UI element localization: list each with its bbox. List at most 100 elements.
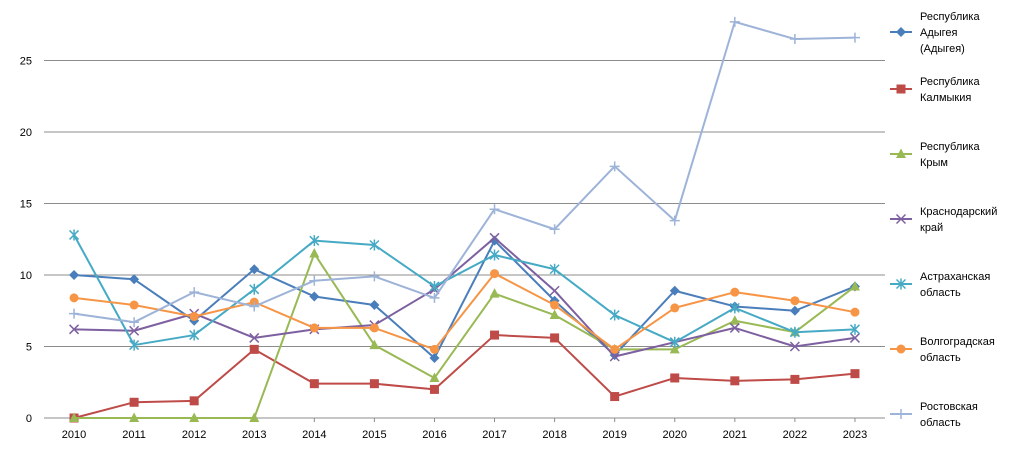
legend-label: Республика Калмыкия — [920, 76, 980, 104]
data-point — [189, 412, 200, 422]
legend-label-line: край — [920, 222, 943, 234]
data-point — [849, 323, 860, 335]
data-point — [789, 341, 800, 352]
legend-item: Республика Калмыкия — [890, 76, 980, 104]
data-point — [789, 34, 800, 45]
x-tick-label: 2010 — [62, 429, 86, 441]
legend-item: Республика Адыгея (Адыгея) — [890, 11, 980, 55]
data-point — [610, 344, 620, 354]
data-point — [69, 308, 80, 319]
data-point — [789, 326, 800, 338]
legend-label-line: Адыгея — [920, 27, 958, 39]
data-point — [309, 323, 319, 333]
data-point — [850, 307, 860, 317]
data-point — [849, 280, 860, 291]
legend-label-line: Астраханская — [920, 271, 990, 283]
x-tick-label: 2011 — [122, 429, 146, 441]
legend-label-line: Ростовская — [920, 401, 978, 413]
data-point — [129, 300, 139, 310]
data-point — [609, 351, 620, 362]
series-3 — [69, 248, 860, 422]
x-tick-label: 2023 — [843, 429, 867, 441]
y-tick-label: 15 — [20, 199, 32, 211]
data-point — [429, 280, 440, 292]
legend-item: Республика Крым — [890, 141, 980, 169]
x-tick-label: 2016 — [422, 429, 446, 441]
legend-marker — [896, 409, 906, 419]
legend-item: Ростовская область — [890, 401, 978, 429]
data-point — [189, 396, 199, 406]
data-point — [669, 343, 680, 354]
data-point — [549, 224, 560, 235]
y-axis: 0 5 10 15 20 25 — [20, 56, 32, 426]
data-point — [129, 317, 140, 328]
data-point — [309, 235, 320, 247]
y-tick-label: 25 — [20, 56, 32, 68]
data-point — [790, 374, 800, 384]
data-point — [189, 311, 199, 321]
data-point — [729, 322, 740, 333]
data-point — [189, 287, 200, 298]
data-point — [369, 300, 380, 311]
data-point — [669, 285, 680, 296]
data-point — [730, 376, 740, 386]
data-point — [610, 392, 620, 402]
legend-label-line: Краснодарский — [920, 206, 997, 218]
legend-marker — [896, 344, 906, 354]
data-point — [429, 352, 440, 363]
legend-label-line: область — [920, 287, 961, 299]
series-line — [74, 236, 856, 358]
data-point — [549, 285, 560, 296]
data-point — [730, 287, 740, 297]
legend-label: Республика Адыгея (Адыгея) — [920, 11, 980, 55]
series-line — [73, 234, 856, 347]
data-point — [850, 369, 860, 379]
data-point — [129, 412, 140, 422]
x-tick-label: 2017 — [482, 429, 506, 441]
data-point — [729, 16, 740, 27]
y-tick-label: 0 — [26, 413, 32, 425]
legend-label: Ростовская область — [920, 401, 978, 429]
data-point — [189, 329, 200, 341]
gridlines — [44, 60, 885, 347]
data-point — [129, 325, 140, 336]
data-point — [69, 270, 80, 280]
data-point — [369, 239, 380, 251]
series-7 — [69, 16, 860, 328]
legend-marker — [896, 84, 906, 94]
x-tick-label: 2022 — [783, 429, 807, 441]
legend-label: Астраханская область — [920, 271, 990, 299]
legend-label: Краснодарский край — [920, 206, 997, 234]
x-tick-label: 2018 — [542, 429, 566, 441]
legend-marker — [896, 27, 906, 37]
series-line — [73, 334, 856, 419]
x-tick-label: 2021 — [723, 429, 747, 441]
data-point — [369, 323, 379, 333]
data-point — [849, 332, 860, 343]
data-point — [849, 32, 860, 43]
data-point — [549, 309, 560, 320]
data-point — [249, 344, 259, 354]
data-point — [129, 397, 139, 407]
legend-marker — [896, 148, 906, 158]
data-point — [550, 300, 560, 310]
data-point — [549, 263, 560, 275]
plot-area — [69, 16, 860, 423]
data-point — [69, 293, 79, 303]
legend-label-line: Калмыкия — [920, 92, 971, 104]
x-tick-label: 2020 — [663, 429, 687, 441]
legend-label-line: область — [920, 352, 961, 364]
data-point — [69, 324, 80, 335]
legend-label: Республика Крым — [920, 141, 980, 169]
data-point — [69, 229, 80, 241]
x-axis: 2010 2011 2012 2013 2014 2015 2016 2017 2018 2019… — [44, 417, 885, 441]
x-tick-label: 2014 — [302, 429, 326, 441]
data-point — [309, 275, 320, 286]
data-point — [489, 204, 500, 215]
x-tick-label: 2015 — [362, 429, 386, 441]
data-point — [249, 412, 260, 422]
legend-marker — [895, 278, 907, 290]
legend-label-line: область — [920, 417, 961, 429]
series-line — [73, 239, 856, 359]
